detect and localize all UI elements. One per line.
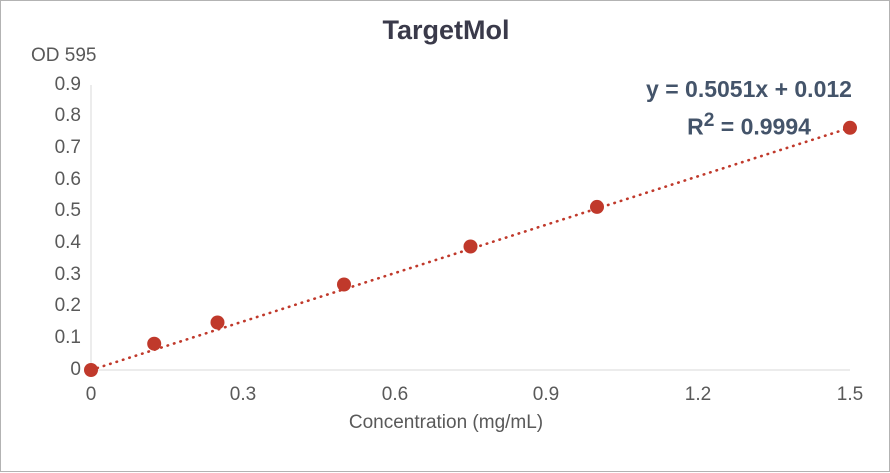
svg-text:0.5: 0.5 <box>55 200 81 221</box>
svg-text:0.3: 0.3 <box>55 264 81 285</box>
svg-text:0.9: 0.9 <box>55 74 81 95</box>
svg-text:0.3: 0.3 <box>230 384 256 405</box>
svg-text:0.7: 0.7 <box>55 137 81 158</box>
svg-text:0.9: 0.9 <box>533 384 559 405</box>
svg-text:0.6: 0.6 <box>382 384 408 405</box>
svg-text:0: 0 <box>86 384 97 405</box>
svg-text:0.6: 0.6 <box>55 169 81 190</box>
svg-text:0.8: 0.8 <box>55 105 81 126</box>
svg-text:0: 0 <box>70 359 81 380</box>
svg-text:0.2: 0.2 <box>55 295 81 316</box>
svg-text:1.2: 1.2 <box>685 384 711 405</box>
svg-text:1.5: 1.5 <box>837 384 863 405</box>
svg-text:0.1: 0.1 <box>55 327 81 348</box>
svg-text:0.4: 0.4 <box>55 232 82 253</box>
